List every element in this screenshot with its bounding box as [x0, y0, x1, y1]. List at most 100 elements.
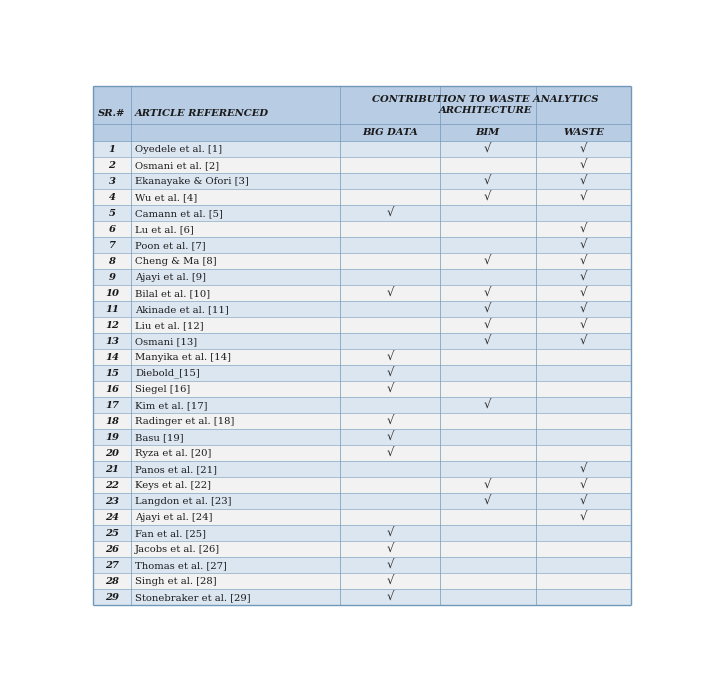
Bar: [92, 269, 631, 286]
Text: √: √: [484, 399, 491, 412]
Text: 4: 4: [109, 193, 116, 202]
Text: 17: 17: [105, 401, 119, 410]
Text: 11: 11: [105, 305, 119, 314]
Text: √: √: [580, 303, 587, 316]
Text: Radinger et al. [18]: Radinger et al. [18]: [136, 417, 234, 426]
Text: Keys et al. [22]: Keys et al. [22]: [136, 481, 211, 490]
Bar: [92, 477, 631, 493]
Text: √: √: [484, 143, 491, 156]
Text: 5: 5: [109, 209, 116, 218]
Text: Fan et al. [25]: Fan et al. [25]: [136, 529, 206, 538]
Bar: [92, 541, 631, 558]
Text: 19: 19: [105, 433, 119, 442]
Text: ARTICLE REFERENCED: ARTICLE REFERENCED: [136, 110, 269, 119]
Text: √: √: [580, 191, 587, 204]
Text: √: √: [580, 511, 587, 524]
Text: Kim et al. [17]: Kim et al. [17]: [136, 401, 208, 410]
Text: √: √: [484, 255, 491, 268]
Text: Cheng & Ma [8]: Cheng & Ma [8]: [136, 257, 217, 266]
Text: √: √: [580, 495, 587, 508]
Text: Bilal et al. [10]: Bilal et al. [10]: [136, 289, 210, 298]
Text: √: √: [484, 479, 491, 492]
Text: √: √: [580, 159, 587, 172]
Text: √: √: [580, 335, 587, 348]
Text: 12: 12: [105, 321, 119, 330]
Bar: [92, 253, 631, 269]
Bar: [340, 124, 631, 141]
Bar: [92, 86, 340, 141]
Text: Langdon et al. [23]: Langdon et al. [23]: [136, 497, 232, 506]
Text: WASTE: WASTE: [563, 128, 604, 137]
Text: √: √: [386, 383, 394, 396]
Text: √: √: [580, 175, 587, 188]
Bar: [340, 86, 631, 124]
Text: Jacobs et al. [26]: Jacobs et al. [26]: [136, 545, 220, 554]
Text: √: √: [484, 335, 491, 348]
Text: √: √: [580, 319, 587, 332]
Text: √: √: [484, 191, 491, 204]
Text: √: √: [580, 239, 587, 252]
Text: √: √: [484, 319, 491, 332]
Bar: [92, 445, 631, 462]
Text: √: √: [386, 367, 394, 380]
Text: Siegel [16]: Siegel [16]: [136, 385, 191, 394]
Text: √: √: [386, 351, 394, 364]
Text: Poon et al. [7]: Poon et al. [7]: [136, 241, 206, 250]
Text: √: √: [386, 543, 394, 556]
Text: Stonebraker et al. [29]: Stonebraker et al. [29]: [136, 593, 251, 602]
Text: √: √: [386, 287, 394, 300]
Text: Ekanayake & Ofori [3]: Ekanayake & Ofori [3]: [136, 177, 249, 186]
Text: Wu et al. [4]: Wu et al. [4]: [136, 193, 198, 202]
Text: 10: 10: [105, 289, 119, 298]
Bar: [92, 397, 631, 414]
Text: √: √: [386, 431, 394, 444]
Text: 27: 27: [105, 561, 119, 570]
Text: BIM: BIM: [476, 128, 500, 137]
Bar: [92, 589, 631, 606]
Bar: [92, 558, 631, 573]
Bar: [92, 158, 631, 173]
Text: 25: 25: [105, 529, 119, 538]
Text: CONTRIBUTION TO WASTE ANALYTICS
ARCHITECTURE: CONTRIBUTION TO WASTE ANALYTICS ARCHITEC…: [372, 95, 599, 115]
Bar: [92, 238, 631, 253]
Text: √: √: [386, 559, 394, 572]
Text: 15: 15: [105, 369, 119, 378]
Bar: [92, 493, 631, 510]
Bar: [92, 173, 631, 190]
Text: √: √: [484, 303, 491, 316]
Bar: [92, 573, 631, 589]
Text: √: √: [580, 463, 587, 476]
Text: 21: 21: [105, 465, 119, 474]
Bar: [92, 365, 631, 382]
Bar: [92, 382, 631, 397]
Text: 20: 20: [105, 449, 119, 458]
Text: 13: 13: [105, 337, 119, 346]
Text: 6: 6: [109, 225, 116, 234]
Text: 3: 3: [109, 177, 116, 186]
Text: √: √: [386, 447, 394, 460]
Bar: [92, 206, 631, 221]
Text: Panos et al. [21]: Panos et al. [21]: [136, 465, 217, 474]
Text: √: √: [386, 591, 394, 604]
Text: 8: 8: [109, 257, 116, 266]
Text: Liu et al. [12]: Liu et al. [12]: [136, 321, 204, 330]
Text: Manyika et al. [14]: Manyika et al. [14]: [136, 353, 232, 362]
Bar: [92, 349, 631, 365]
Text: Basu [19]: Basu [19]: [136, 433, 184, 442]
Text: √: √: [484, 175, 491, 188]
Bar: [92, 190, 631, 205]
Text: √: √: [484, 495, 491, 508]
Text: √: √: [580, 479, 587, 492]
Text: Camann et al. [5]: Camann et al. [5]: [136, 209, 223, 218]
Bar: [92, 317, 631, 334]
Bar: [92, 141, 631, 158]
Text: Osmani et al. [2]: Osmani et al. [2]: [136, 161, 220, 170]
Text: 7: 7: [109, 241, 116, 250]
Text: Lu et al. [6]: Lu et al. [6]: [136, 225, 194, 234]
Text: 22: 22: [105, 481, 119, 490]
Text: Akinade et al. [11]: Akinade et al. [11]: [136, 305, 229, 314]
Text: √: √: [580, 223, 587, 236]
Text: 28: 28: [105, 577, 119, 586]
Text: √: √: [386, 527, 394, 540]
Text: √: √: [580, 287, 587, 300]
